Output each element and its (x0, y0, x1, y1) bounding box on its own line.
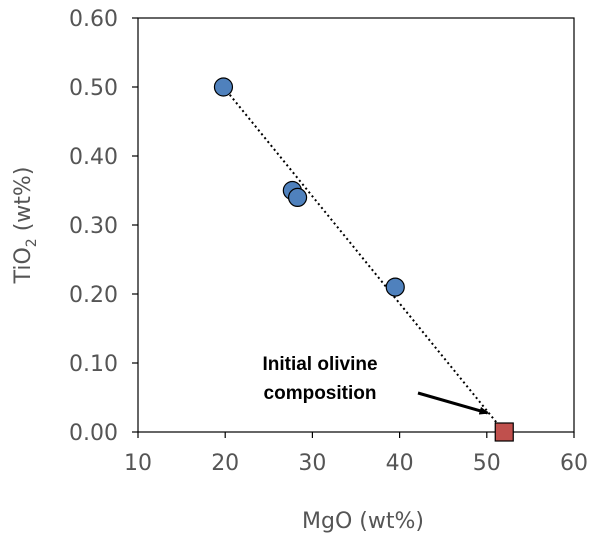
y-tick-label: 0.10 (69, 352, 118, 377)
x-tick-label: 50 (473, 451, 501, 476)
trend-line (222, 86, 506, 433)
initial-composition-point (494, 422, 514, 442)
x-tick-label: 20 (211, 451, 239, 476)
x-axis-label: MgO (wt%) (302, 509, 424, 533)
y-tick-label: 0.20 (69, 283, 118, 308)
annotation-line-2: composition (264, 383, 377, 404)
data-point (287, 187, 308, 207)
y-axis-label: TiO2 (wt%) (11, 167, 40, 285)
x-tick-label: 60 (560, 451, 588, 476)
y-tick-label: 0.60 (69, 7, 118, 32)
annotation-arrow (417, 391, 490, 415)
y-tick-label: 0.40 (69, 145, 118, 170)
y-axis-label-main: TiO (11, 247, 36, 284)
y-tick-label: 0.00 (69, 421, 118, 446)
x-tick-label: 30 (298, 451, 326, 476)
y-axis-label-rest: (wt%) (11, 167, 36, 239)
y-tick-label: 0.50 (69, 76, 118, 101)
annotation-line-1: Initial olivine (262, 354, 377, 375)
x-tick-label: 10 (124, 451, 152, 476)
y-axis-label-sub: 2 (24, 238, 40, 247)
data-point (213, 77, 234, 97)
data-point (385, 277, 405, 297)
y-tick-label: 0.30 (69, 214, 118, 239)
x-tick-label: 40 (386, 451, 414, 476)
